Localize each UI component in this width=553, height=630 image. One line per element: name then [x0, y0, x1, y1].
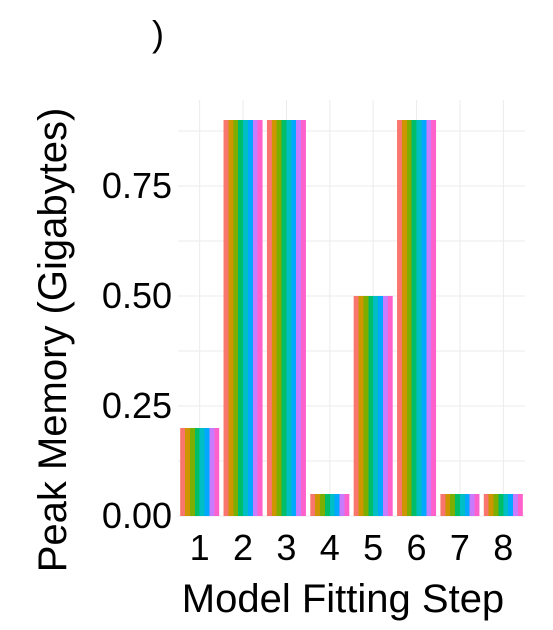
y-tick-label: 0.75: [102, 165, 172, 206]
y-tick-label: 0.25: [102, 385, 172, 426]
y-tick-label: 0.00: [102, 495, 172, 536]
bar-step-6: [397, 120, 437, 516]
bar-step-1: [180, 428, 220, 516]
x-tick-label: 4: [320, 527, 340, 568]
x-tick-label: 5: [363, 527, 383, 568]
x-axis-title: Model Fitting Step: [182, 577, 504, 621]
x-tick-label: 1: [190, 527, 210, 568]
bar-step-4: [310, 494, 350, 516]
bar-step-2: [223, 120, 263, 516]
bar-step-8: [483, 494, 523, 516]
y-tick-labels: 0.00 0.25 0.50 0.75: [102, 165, 172, 536]
x-tick-label: 7: [450, 527, 470, 568]
bar-step-7: [440, 494, 480, 516]
x-tick-label: 6: [407, 527, 427, 568]
bars: [180, 120, 523, 516]
bar-step-5: [353, 296, 393, 516]
x-tick-label: 8: [493, 527, 513, 568]
x-tick-label: 2: [233, 527, 253, 568]
bar-step-3: [266, 120, 306, 516]
y-axis-title: Peak Memory (Gigabytes): [31, 108, 75, 573]
y-tick-label: 0.50: [102, 275, 172, 316]
chart-title: ): [152, 13, 164, 54]
x-tick-label: 3: [276, 527, 296, 568]
